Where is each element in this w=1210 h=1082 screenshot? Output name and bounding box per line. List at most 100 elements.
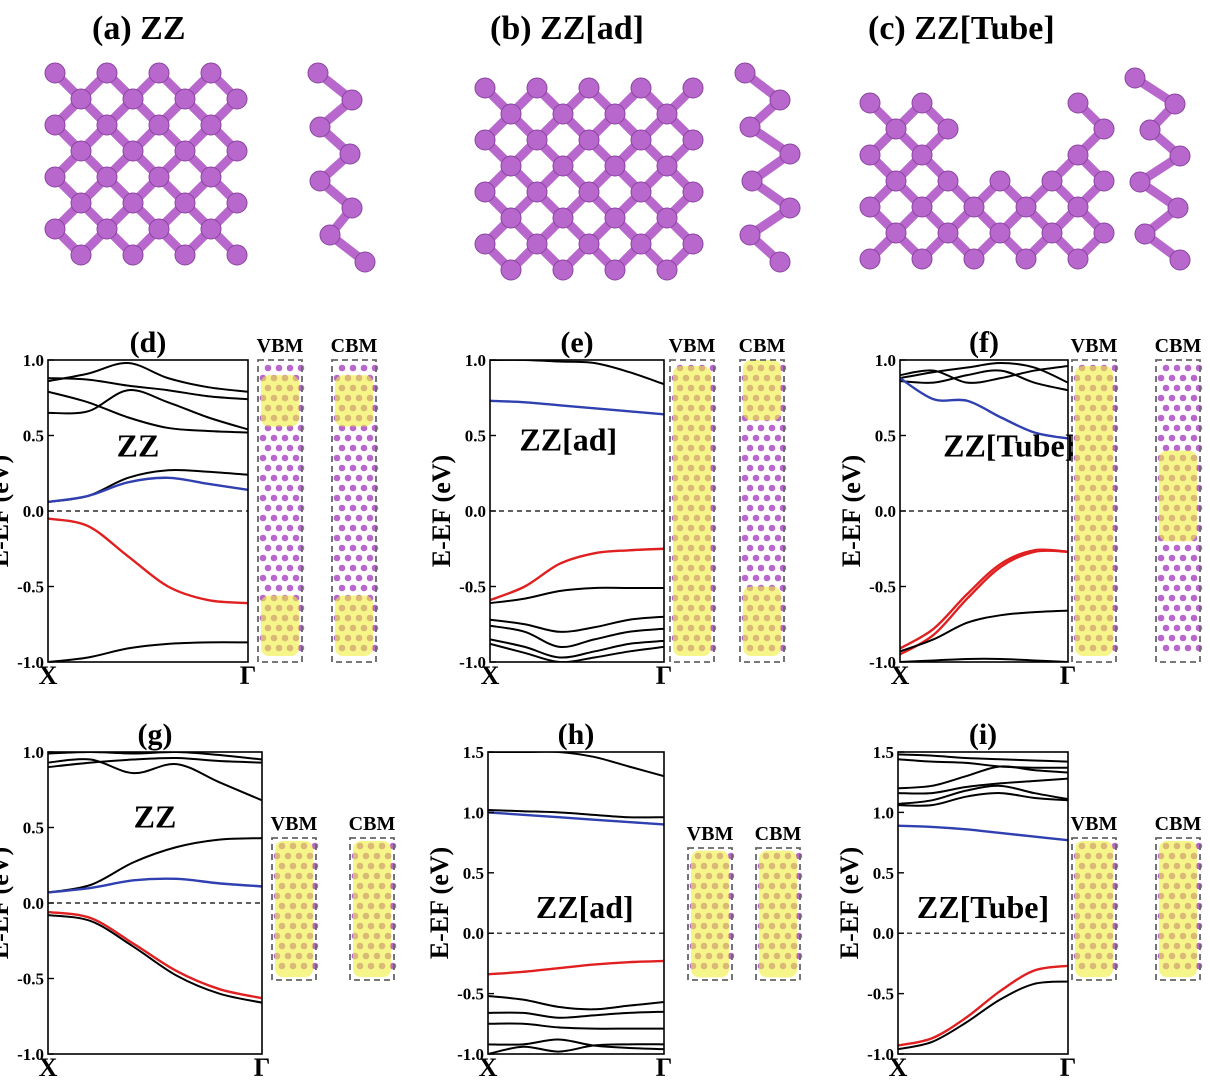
orbital-atom xyxy=(763,474,771,482)
orbital-atom xyxy=(1173,444,1181,452)
orbital-atom xyxy=(292,474,300,482)
orbital-frame xyxy=(755,847,801,981)
chart-title: (h) xyxy=(558,718,595,751)
band-line-8 xyxy=(898,980,1068,1051)
orbital-atom xyxy=(1190,374,1198,382)
orbital-atom xyxy=(371,484,379,492)
orbital-atom xyxy=(297,464,305,472)
atom xyxy=(1067,92,1089,114)
orbital-atom xyxy=(774,494,782,502)
orbital-atom xyxy=(281,494,289,502)
orbital-atom xyxy=(371,424,379,432)
cbm-label: CBM xyxy=(349,813,396,835)
orbital-atom xyxy=(355,474,363,482)
band-line-7 xyxy=(490,642,664,662)
structure-b-side-view xyxy=(734,62,801,273)
orbital-atom xyxy=(264,564,272,572)
orbital-atom xyxy=(366,434,374,442)
orbital-atom xyxy=(1173,584,1181,592)
orbital-atom xyxy=(1157,594,1165,602)
orbital-atom xyxy=(270,474,278,482)
orbital-atom xyxy=(259,474,267,482)
chart-inset-label: ZZ[Tube] xyxy=(943,428,1075,464)
atom xyxy=(526,77,548,99)
structure-b-top-view xyxy=(474,77,704,281)
orbital-atom xyxy=(344,494,352,502)
band-line-1 xyxy=(48,362,248,393)
band-line-0 xyxy=(898,753,1068,763)
band-line-7 xyxy=(48,641,248,662)
orbital-atom xyxy=(1162,404,1170,412)
orbital-atom xyxy=(1162,644,1170,652)
band-line-7 xyxy=(488,1038,664,1051)
orbital-atom xyxy=(297,524,305,532)
orbital-atom xyxy=(297,424,305,432)
orbital-frame xyxy=(257,359,303,663)
atom xyxy=(682,233,704,255)
orbital-atom xyxy=(371,504,379,512)
atom xyxy=(1139,119,1161,141)
x-tick-label: X xyxy=(39,661,58,690)
orbital-atom xyxy=(1195,584,1203,592)
atom xyxy=(682,77,704,99)
plot-frame xyxy=(487,751,665,1055)
atom xyxy=(656,207,678,229)
orbital-inset-h: VBM CBM xyxy=(687,823,803,981)
orbital-atom xyxy=(292,534,300,542)
cbm-label: CBM xyxy=(1155,813,1202,835)
y-tick-label: -1.0 xyxy=(867,1045,894,1064)
atom xyxy=(70,140,92,162)
atom xyxy=(1124,67,1146,89)
atom xyxy=(630,129,652,151)
orbital-atom xyxy=(1190,574,1198,582)
structure-c-top-view xyxy=(859,92,1115,270)
orbital-atom xyxy=(366,474,374,482)
atom xyxy=(1015,196,1037,218)
orbital-atom xyxy=(338,504,346,512)
atom xyxy=(1129,171,1151,193)
orbital-atom xyxy=(763,494,771,502)
orbital-atom xyxy=(779,564,787,572)
atom xyxy=(474,129,496,151)
band-line-5 xyxy=(48,910,262,1000)
orbital-frame xyxy=(1071,359,1117,663)
vbm-label: VBM xyxy=(257,335,304,357)
atom xyxy=(604,207,626,229)
atom xyxy=(122,140,144,162)
atom xyxy=(200,166,222,188)
orbital-atom xyxy=(1162,364,1170,372)
orbital-atom xyxy=(1162,424,1170,432)
orbital-atom xyxy=(741,574,749,582)
orbital-atom xyxy=(768,424,776,432)
x-tick-label: Γ xyxy=(1060,1053,1077,1082)
orbital-atom xyxy=(746,504,754,512)
orbital-atom xyxy=(292,514,300,522)
atom xyxy=(1015,248,1037,270)
orbital-atom xyxy=(349,584,357,592)
orbital-atom xyxy=(779,584,787,592)
orbital-atom xyxy=(360,524,368,532)
chart-inset-label: ZZ xyxy=(134,799,177,835)
orbital-atom xyxy=(763,514,771,522)
atom xyxy=(1164,93,1186,115)
orbital-atom xyxy=(344,534,352,542)
orbital-atom xyxy=(286,464,294,472)
x-tick-label: Γ xyxy=(240,661,257,690)
band-line-2 xyxy=(900,365,1068,384)
structure-c-side-view xyxy=(1124,67,1191,271)
atom xyxy=(500,103,522,125)
band-line-3 xyxy=(898,777,1068,795)
orbital-atom xyxy=(1168,394,1176,402)
orbital-atom xyxy=(779,484,787,492)
orbital-atom xyxy=(286,544,294,552)
orbital-atom xyxy=(286,504,294,512)
orbital-atom xyxy=(774,554,782,562)
atom xyxy=(885,222,907,244)
orbital-atom xyxy=(297,484,305,492)
band-line-4 xyxy=(488,995,664,1011)
orbital-atom xyxy=(752,474,760,482)
orbital-atom xyxy=(1195,624,1203,632)
orbital-atom xyxy=(338,484,346,492)
atom xyxy=(1041,222,1063,244)
orbital-atom xyxy=(746,424,754,432)
